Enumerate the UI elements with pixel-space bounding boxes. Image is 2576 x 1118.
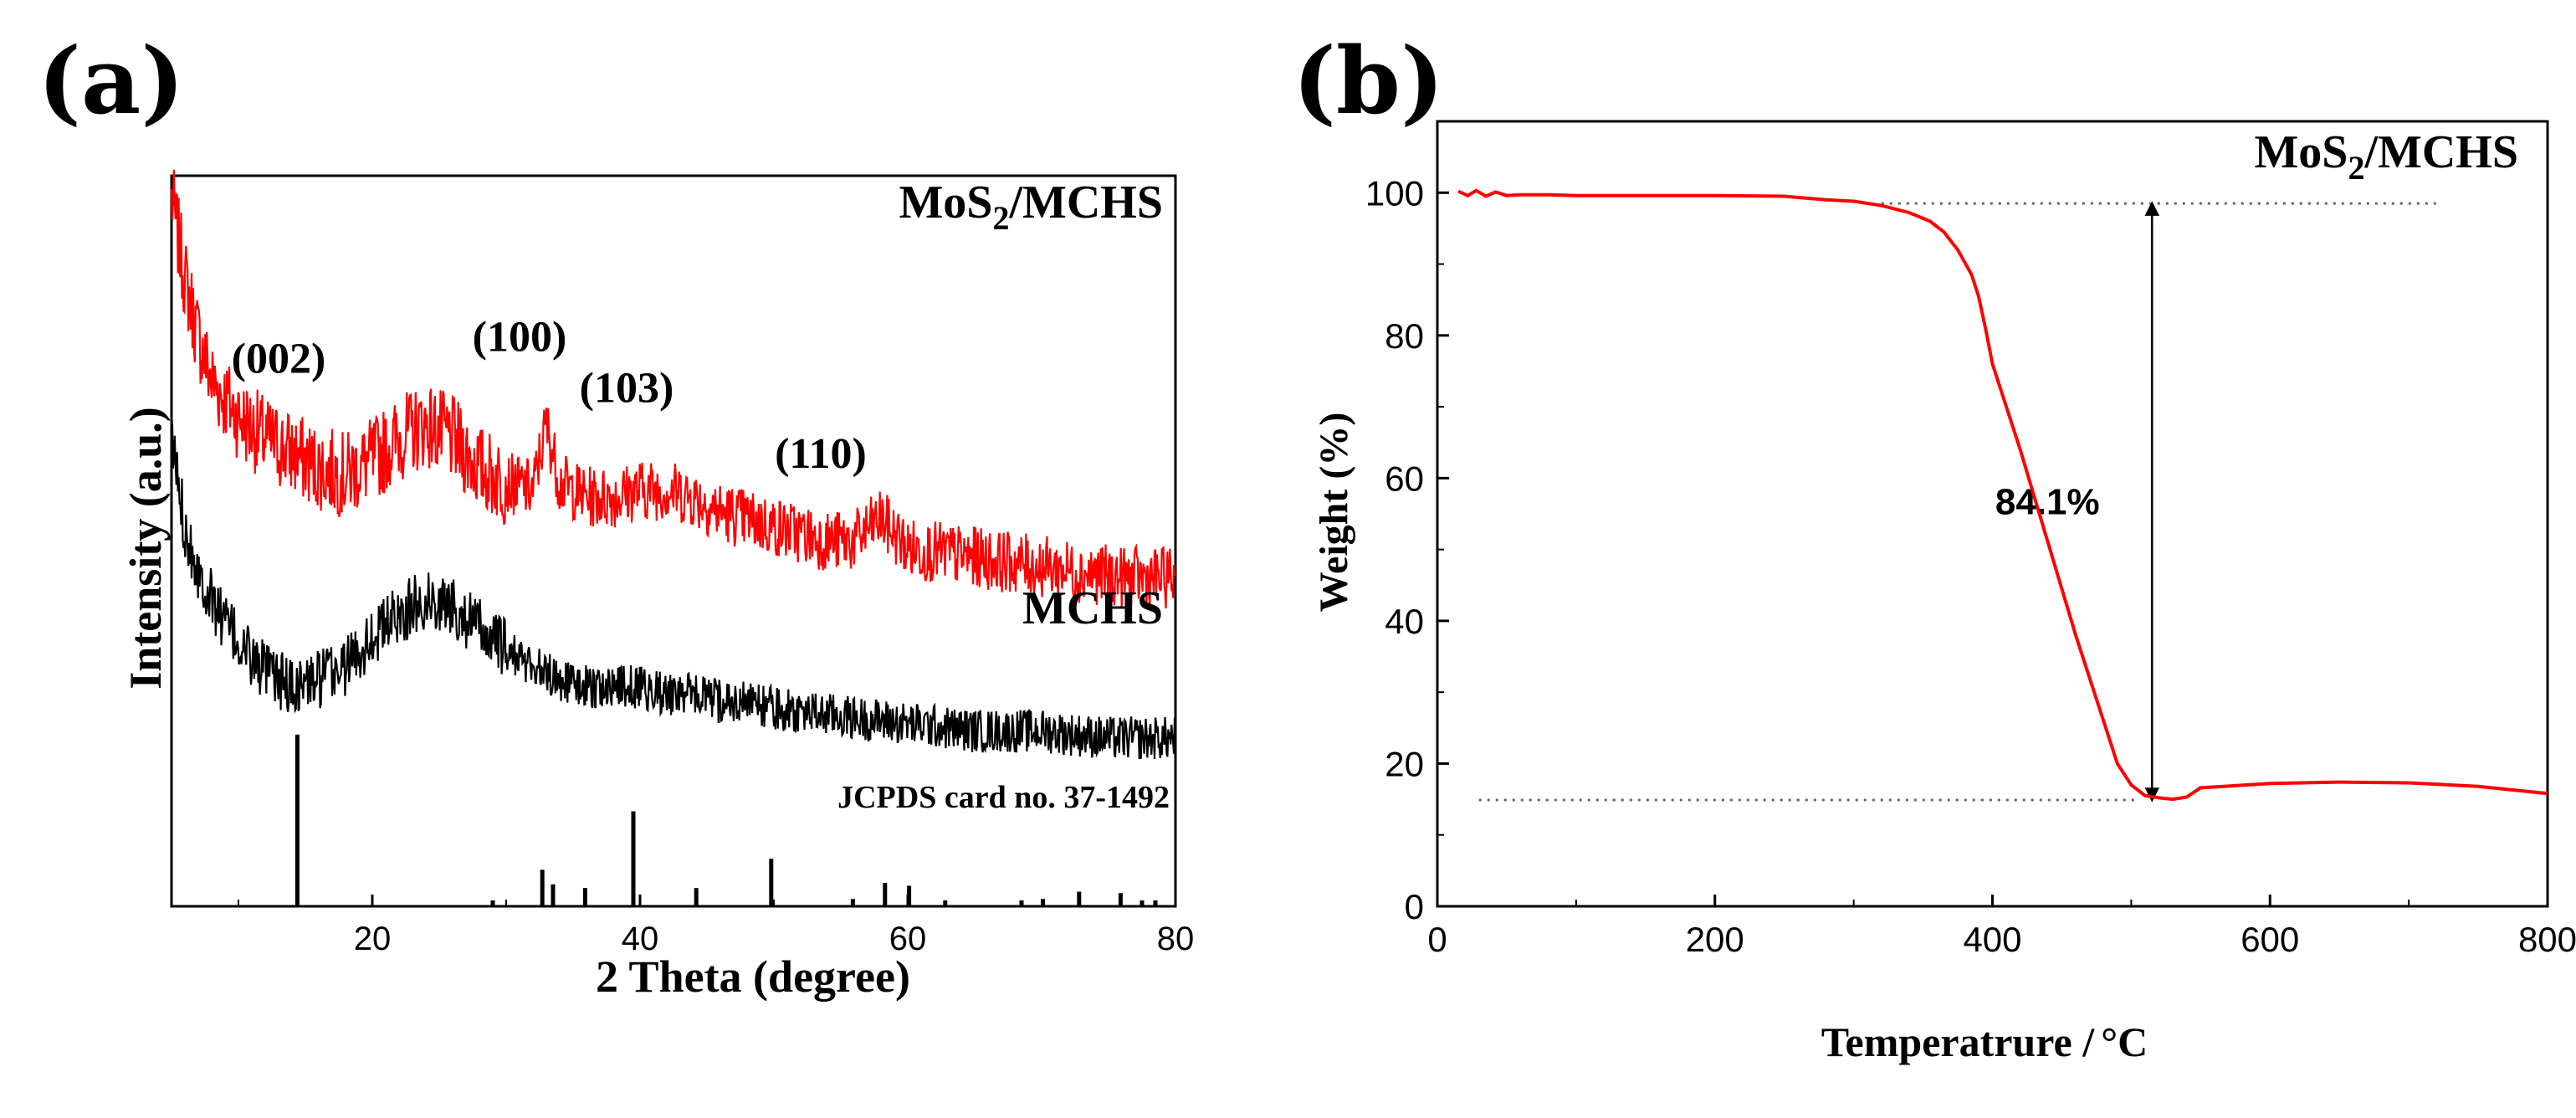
tga-y-tick-label: 0: [1405, 887, 1424, 926]
xrd-peak-label: (103): [580, 365, 674, 413]
tga-reference-lines: [1478, 202, 2437, 802]
xrd-panel: (a) 20 40 60 80 (002) (100) (103) (110) MoS2/M…: [38, 27, 1194, 1002]
xrd-x-tick-label: 80: [1157, 921, 1195, 957]
xrd-peak-label: (002): [232, 336, 326, 383]
xrd-reference-sticks: [294, 734, 1158, 906]
xrd-x-ticks: 20 40 60 80: [238, 895, 1194, 957]
tga-y-tick-label: 80: [1385, 316, 1424, 356]
tga-y-tick-label: 40: [1385, 602, 1424, 641]
tga-x-tick-label: 400: [1963, 920, 2021, 959]
tga-mos2-mchs-curve: [1457, 188, 2548, 802]
xrd-peak-label: (100): [473, 314, 567, 362]
tga-panel: (b) 0 200 400 600 800 0 20 40 60 80 100 84.1% MoS2…: [1293, 27, 2576, 1065]
tga-x-tick-label: 800: [2518, 920, 2576, 959]
xrd-mchs-curve: [170, 412, 1176, 760]
xrd-x-tick-label: 20: [354, 921, 392, 957]
panel-a-label: (a): [38, 27, 184, 135]
xrd-peak-annotations: (002) (100) (103) (110): [232, 314, 867, 479]
xrd-plot-frame: [170, 174, 1177, 908]
xrd-peak-label: (110): [775, 430, 867, 478]
xrd-legend-mos2: MoS2/MCHS: [899, 177, 1163, 237]
tga-y-axis-label: Weight (%): [1312, 413, 1356, 613]
tga-x-tick-label: 200: [1686, 920, 1744, 959]
tga-plot-frame: [1436, 120, 2549, 908]
tga-title: MoS2/MCHS: [2254, 126, 2518, 187]
tga-weight-loss-label: 84.1%: [1995, 482, 2100, 523]
tga-y-tick-label: 20: [1385, 744, 1424, 783]
xrd-jcpds-label: JCPDS card no. 37-1492: [837, 780, 1170, 815]
xrd-y-axis-label: Intensity (a.u.): [120, 407, 171, 690]
xrd-x-axis-label: 2 Theta (degree): [596, 951, 910, 1002]
tga-y-tick-label: 100: [1365, 173, 1424, 213]
panel-b-label: (b): [1293, 27, 1444, 135]
tga-x-tick-label: 0: [1427, 920, 1447, 959]
tga-x-axis-label: Temperatrure / °C: [1821, 1018, 2148, 1065]
xrd-mos2-mchs-curve: [170, 169, 1176, 609]
xrd-x-tick-label: 60: [889, 921, 927, 957]
xrd-x-tick-label: 40: [622, 921, 659, 957]
tga-axis-ticks: 0 200 400 600 800 0 20 40 60 80 100: [1365, 173, 2576, 959]
tga-y-tick-label: 60: [1385, 459, 1424, 498]
xrd-legend-mchs: MCHS: [1022, 582, 1163, 634]
tga-x-tick-label: 600: [2241, 920, 2299, 959]
